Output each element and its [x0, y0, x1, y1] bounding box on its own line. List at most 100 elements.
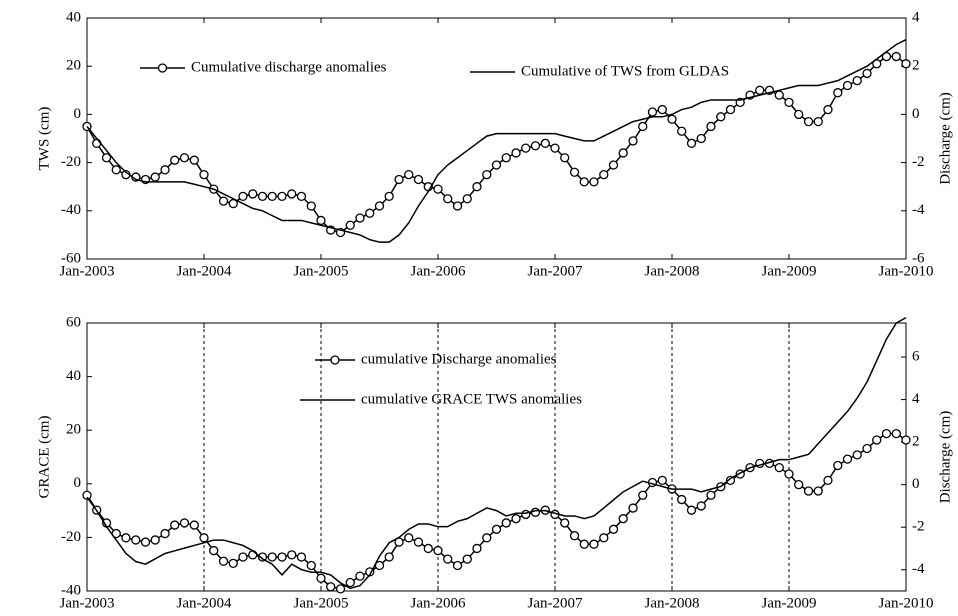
- data-point: [277, 191, 287, 201]
- data-point: [82, 490, 92, 500]
- data-point: [287, 550, 297, 560]
- data-point: [696, 133, 706, 144]
- data-point: [501, 518, 511, 528]
- data-point: [209, 545, 219, 556]
- data-point: [667, 114, 677, 124]
- x-tick-label: Jan-2004: [177, 263, 232, 279]
- data-point: [638, 121, 648, 132]
- data-point: [111, 165, 121, 175]
- x-tick-label: Jan-2005: [294, 263, 349, 279]
- data-point: [306, 560, 316, 571]
- data-point: [530, 141, 541, 151]
- data-point: [803, 486, 814, 496]
- y-tick-label: 20: [66, 58, 81, 74]
- data-point: [833, 460, 843, 471]
- data-point: [862, 68, 872, 79]
- data-point: [628, 136, 638, 146]
- data-point: [589, 177, 599, 187]
- data-point: [170, 155, 180, 165]
- data-point: [813, 486, 823, 496]
- data-point: [345, 220, 355, 230]
- data-point: [452, 560, 463, 571]
- data-point: [326, 582, 336, 592]
- data-point: [550, 143, 560, 153]
- y-tick-label: 40: [66, 9, 81, 25]
- data-point: [472, 543, 482, 554]
- data-point: [628, 503, 638, 513]
- data-point: [599, 533, 609, 543]
- data-point: [404, 533, 414, 543]
- data-point: [316, 215, 326, 226]
- legend-marker: [157, 63, 168, 73]
- y-tick-label: -40: [61, 202, 81, 218]
- data-point: [413, 174, 424, 185]
- data-point: [248, 189, 258, 199]
- data-point: [170, 520, 180, 530]
- plot-frame: [86, 17, 907, 260]
- data-point: [179, 153, 190, 163]
- data-point: [540, 138, 550, 148]
- data-point: [706, 490, 716, 500]
- x-tick-label: Jan-2008: [645, 595, 700, 611]
- data-point: [92, 138, 102, 148]
- data-point: [267, 191, 277, 201]
- data-point: [842, 454, 853, 464]
- y-axis-label: TWS (cm): [36, 107, 52, 171]
- data-point: [160, 528, 170, 539]
- data-point: [189, 155, 199, 165]
- data-point: [306, 201, 316, 211]
- x-tick-label: Jan-2007: [528, 595, 583, 611]
- data-point: [579, 177, 589, 187]
- data-point: [901, 435, 911, 445]
- y2-axis-label: Discharge (cm): [937, 92, 953, 185]
- data-point: [101, 153, 112, 163]
- y-tick-label: 0: [74, 475, 82, 491]
- data-point: [287, 189, 297, 199]
- data-point: [774, 90, 784, 100]
- data-point: [784, 97, 794, 107]
- data-point: [443, 194, 453, 204]
- data-point: [511, 514, 521, 524]
- data-point: [296, 191, 307, 201]
- data-point: [823, 475, 833, 486]
- data-point: [218, 556, 229, 566]
- data-point: [784, 469, 794, 479]
- data-point: [433, 545, 443, 556]
- y2-tick-label: 0: [912, 476, 920, 492]
- data-point: [833, 88, 843, 98]
- data-point: [677, 126, 687, 136]
- legend-marker: [330, 355, 340, 365]
- x-tick-label: Jan-2003: [60, 263, 115, 279]
- y2-tick-label: 4: [912, 9, 920, 25]
- data-point: [140, 537, 151, 547]
- data-point: [803, 116, 814, 127]
- data-point: [686, 505, 697, 515]
- x-tick-label: Jan-2010: [879, 263, 934, 279]
- y-tick-label: 40: [66, 368, 81, 384]
- data-point: [384, 191, 394, 201]
- y-axis-label: GRACE (cm): [36, 416, 52, 499]
- data-point: [647, 107, 658, 117]
- data-point: [491, 160, 502, 170]
- data-point: [872, 435, 882, 445]
- data-point: [433, 184, 443, 194]
- data-point: [257, 191, 268, 201]
- data-point: [862, 443, 872, 454]
- data-point: [238, 552, 248, 562]
- data-point: [706, 121, 716, 132]
- data-point: [686, 138, 697, 148]
- x-tick-label: Jan-2007: [528, 263, 583, 279]
- legend-label: Cumulative discharge anomalies: [191, 59, 387, 75]
- x-tick-label: Jan-2010: [879, 595, 934, 611]
- data-point: [150, 172, 160, 182]
- data-point: [179, 518, 190, 528]
- data-point: [482, 533, 492, 543]
- data-point: [599, 169, 609, 180]
- y2-tick-label: -2: [912, 519, 925, 535]
- data-point: [569, 167, 580, 177]
- y-tick-label: 0: [74, 106, 82, 122]
- data-point: [491, 524, 502, 534]
- data-point: [238, 191, 248, 201]
